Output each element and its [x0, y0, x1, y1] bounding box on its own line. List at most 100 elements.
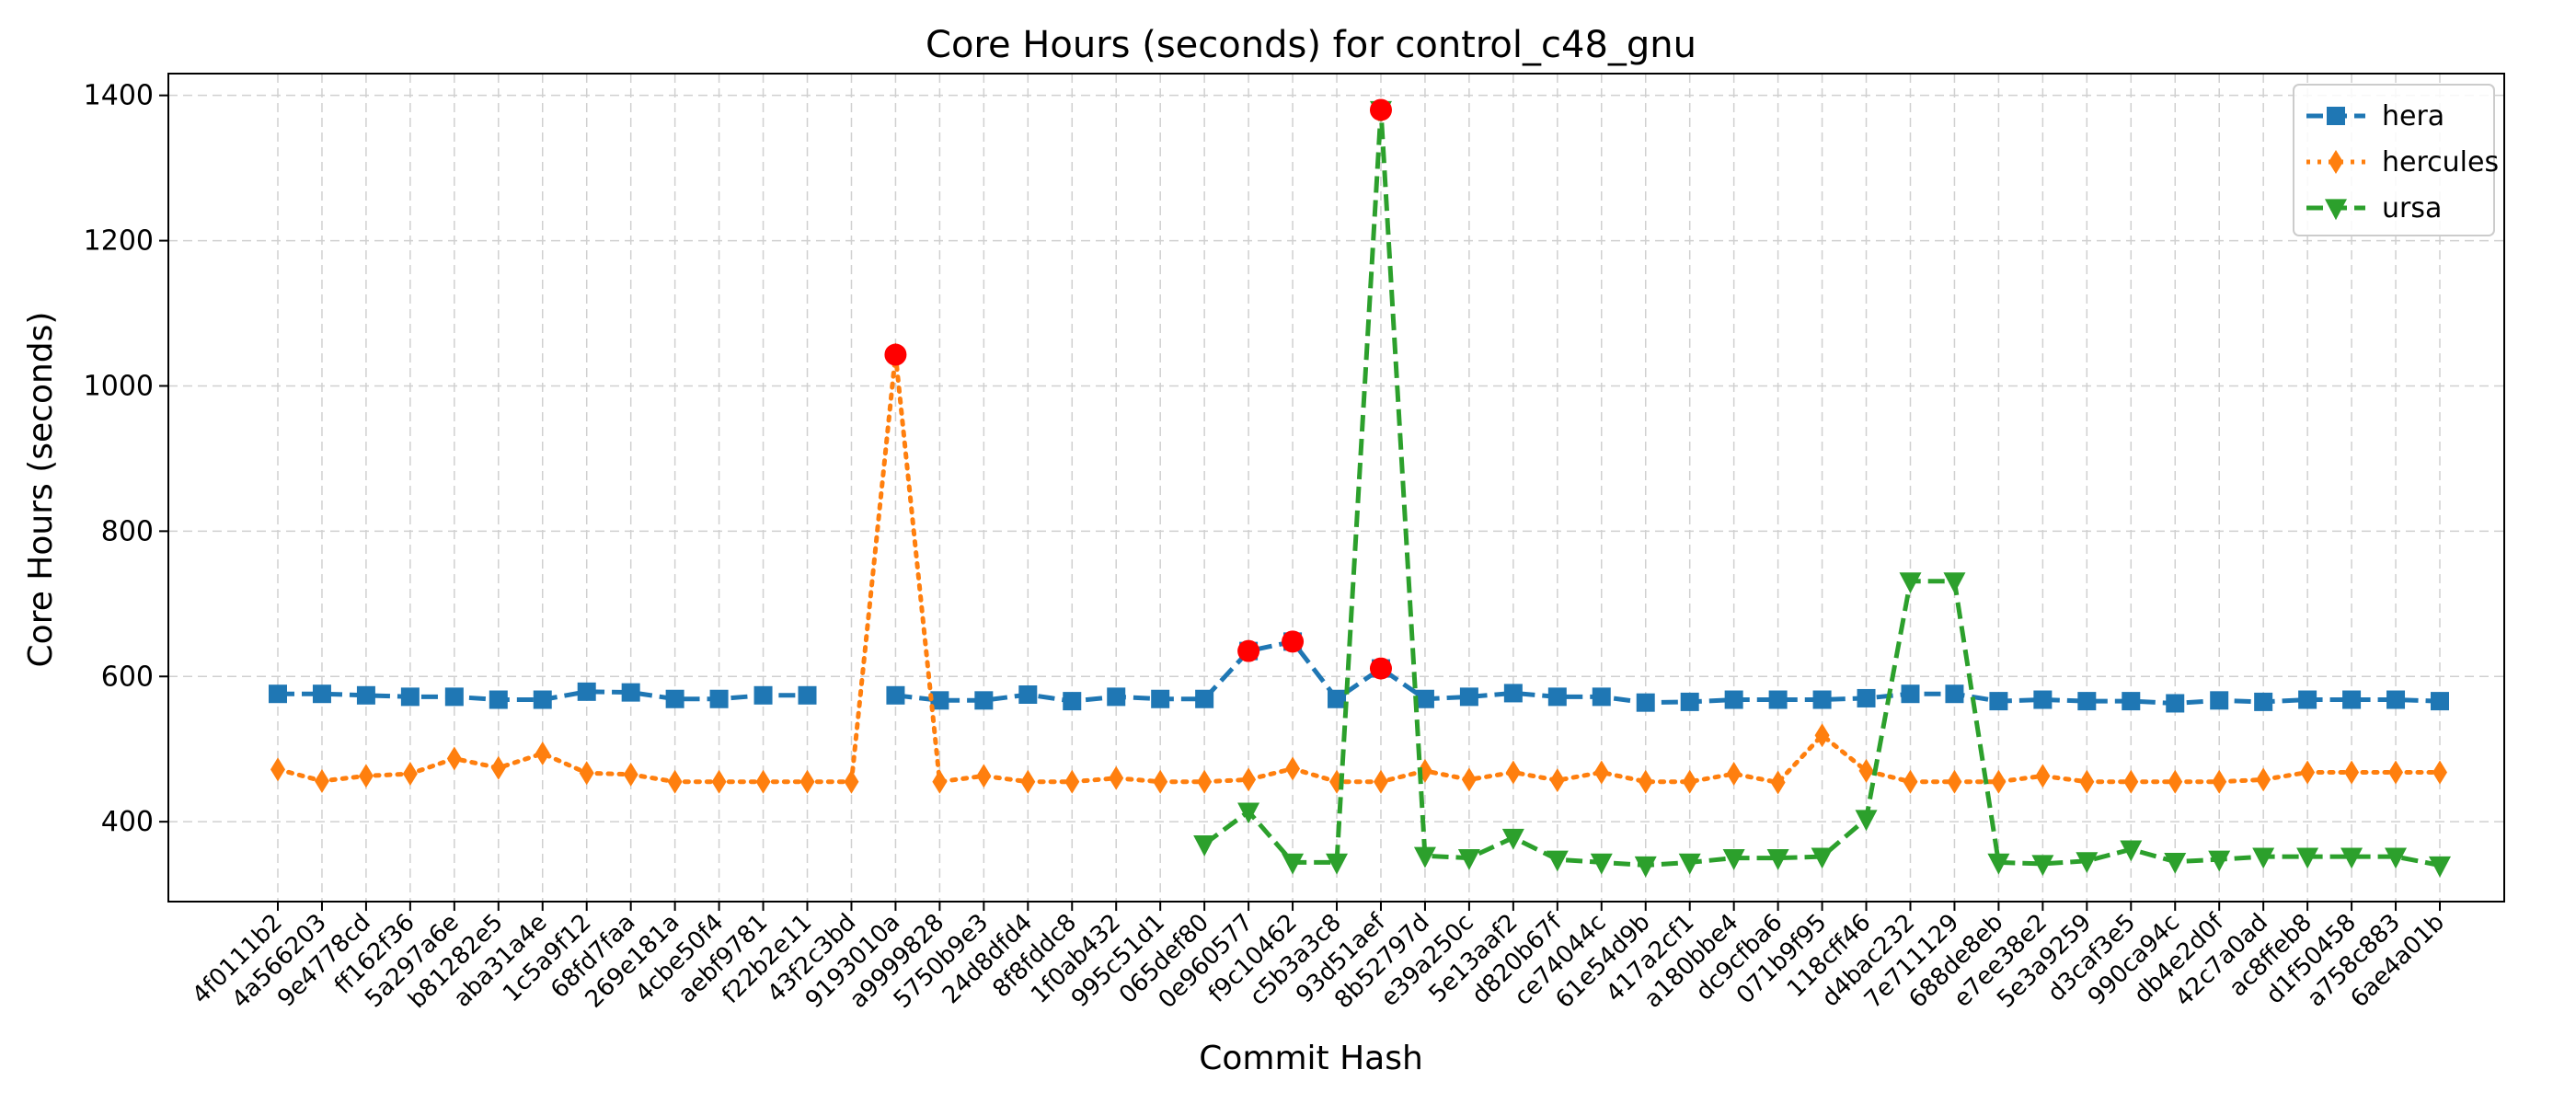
legend-label-ursa: ursa	[2382, 192, 2442, 224]
data-point-hera	[886, 685, 905, 705]
data-point-ursa	[1413, 846, 1436, 868]
data-point-hera	[1503, 684, 1523, 703]
series-line-hera	[895, 638, 2441, 707]
data-point-hera	[577, 682, 596, 701]
legend: hera hercules ursa	[2293, 84, 2499, 236]
data-point-hera	[1415, 689, 1434, 708]
legend-marker-ursa	[2325, 199, 2347, 221]
data-point-hercules	[402, 762, 418, 787]
legend-marker-hera	[2327, 107, 2345, 125]
data-point-hera	[444, 687, 464, 707]
data-point-hercules	[1285, 756, 1301, 781]
data-point-hercules	[1593, 760, 1609, 785]
data-point-hercules	[1638, 769, 1653, 794]
data-point-hera	[489, 690, 508, 709]
data-point-hercules	[1770, 770, 1786, 795]
highlighted-points	[884, 98, 1392, 680]
data-point-hera	[2210, 691, 2229, 710]
highlight-point	[1369, 657, 1392, 680]
data-point-hercules	[2079, 769, 2095, 794]
data-point-hera	[312, 684, 331, 704]
data-point-hercules	[623, 762, 638, 787]
y-axis: 400 600 800 1000 1200 1400	[84, 80, 168, 838]
data-point-hera	[2166, 694, 2185, 713]
data-point-ursa	[1899, 572, 1922, 594]
data-point-ursa	[2340, 847, 2363, 869]
y-tick-label: 1000	[84, 370, 154, 402]
data-point-ursa	[2252, 847, 2275, 869]
data-point-hercules	[799, 769, 815, 794]
data-point-hera	[1195, 689, 1214, 708]
y-tick-label: 600	[101, 661, 154, 693]
data-point-ursa	[2164, 852, 2187, 874]
data-point-hera	[1636, 693, 1655, 712]
legend-marker-hercules	[2329, 150, 2343, 174]
series-line-ursa	[1202, 109, 2441, 868]
data-point-hera	[930, 691, 949, 710]
series-lines	[269, 100, 2451, 878]
data-point-hercules	[2432, 760, 2447, 785]
data-point-ursa	[2296, 847, 2319, 869]
data-point-hera	[2342, 690, 2362, 709]
data-point-hera	[1459, 687, 1478, 707]
data-point-hercules	[2388, 760, 2404, 785]
data-point-hercules	[1814, 723, 1830, 748]
data-point-hera	[1857, 688, 1876, 707]
data-point-hercules	[1373, 769, 1388, 794]
data-point-hercules	[1726, 762, 1742, 787]
data-point-hera	[798, 685, 817, 705]
data-point-hercules	[490, 755, 506, 780]
data-point-hera	[1018, 685, 1038, 704]
data-point-hera	[400, 687, 420, 707]
data-point-hera	[1547, 687, 1567, 707]
highlight-point	[1282, 630, 1305, 653]
data-point-hera	[2431, 692, 2449, 711]
data-point-hercules	[1858, 758, 1874, 783]
y-axis-label: Core Hours (seconds)	[22, 312, 60, 668]
data-point-ursa	[1282, 853, 1305, 875]
data-point-hera	[1812, 690, 1832, 709]
chart-title: Core Hours (seconds) for control_c48_gnu	[926, 24, 1696, 66]
data-point-hercules	[1020, 769, 1036, 794]
x-axis-label: Commit Hash	[1199, 1040, 1423, 1077]
data-point-hera	[1901, 684, 1920, 704]
data-point-hercules	[932, 769, 948, 794]
data-point-ursa	[1766, 849, 1789, 870]
data-point-hera	[1328, 689, 1347, 708]
y-tick-label: 1200	[84, 225, 154, 258]
data-point-ursa	[1634, 856, 1657, 878]
y-tick-label: 1400	[84, 80, 154, 112]
series-hera	[269, 632, 2449, 713]
highlight-point	[1237, 639, 1260, 662]
data-point-hercules	[1241, 767, 1257, 792]
data-point-hercules	[1153, 769, 1168, 794]
data-point-hercules	[314, 768, 329, 793]
data-point-hercules	[755, 769, 771, 794]
data-point-hera	[621, 683, 640, 702]
data-point-hercules	[2168, 769, 2183, 794]
y-tick-label: 800	[101, 515, 154, 547]
data-point-ursa	[1987, 853, 2010, 875]
legend-label-hercules: hercules	[2382, 146, 2499, 178]
data-point-ursa	[1590, 853, 1613, 875]
data-point-ursa	[1237, 802, 1260, 824]
data-point-ursa	[2076, 852, 2099, 873]
data-point-hercules	[2123, 769, 2139, 794]
data-point-hercules	[270, 757, 285, 782]
data-point-hera	[2254, 692, 2273, 711]
data-point-hercules	[667, 769, 683, 794]
data-point-ursa	[1811, 847, 1834, 869]
data-point-hera	[1989, 692, 2008, 711]
data-point-hera	[2077, 692, 2097, 711]
data-point-ursa	[2208, 850, 2231, 872]
data-point-hera	[356, 685, 375, 705]
data-point-ursa	[1457, 849, 1480, 870]
data-point-ursa	[1326, 853, 1349, 875]
data-point-hera	[974, 691, 994, 710]
data-point-hercules	[1197, 769, 1213, 794]
highlight-point	[1369, 98, 1392, 121]
data-point-ursa	[2385, 847, 2408, 869]
data-point-hera	[1063, 692, 1082, 711]
data-point-hercules	[1461, 767, 1477, 792]
